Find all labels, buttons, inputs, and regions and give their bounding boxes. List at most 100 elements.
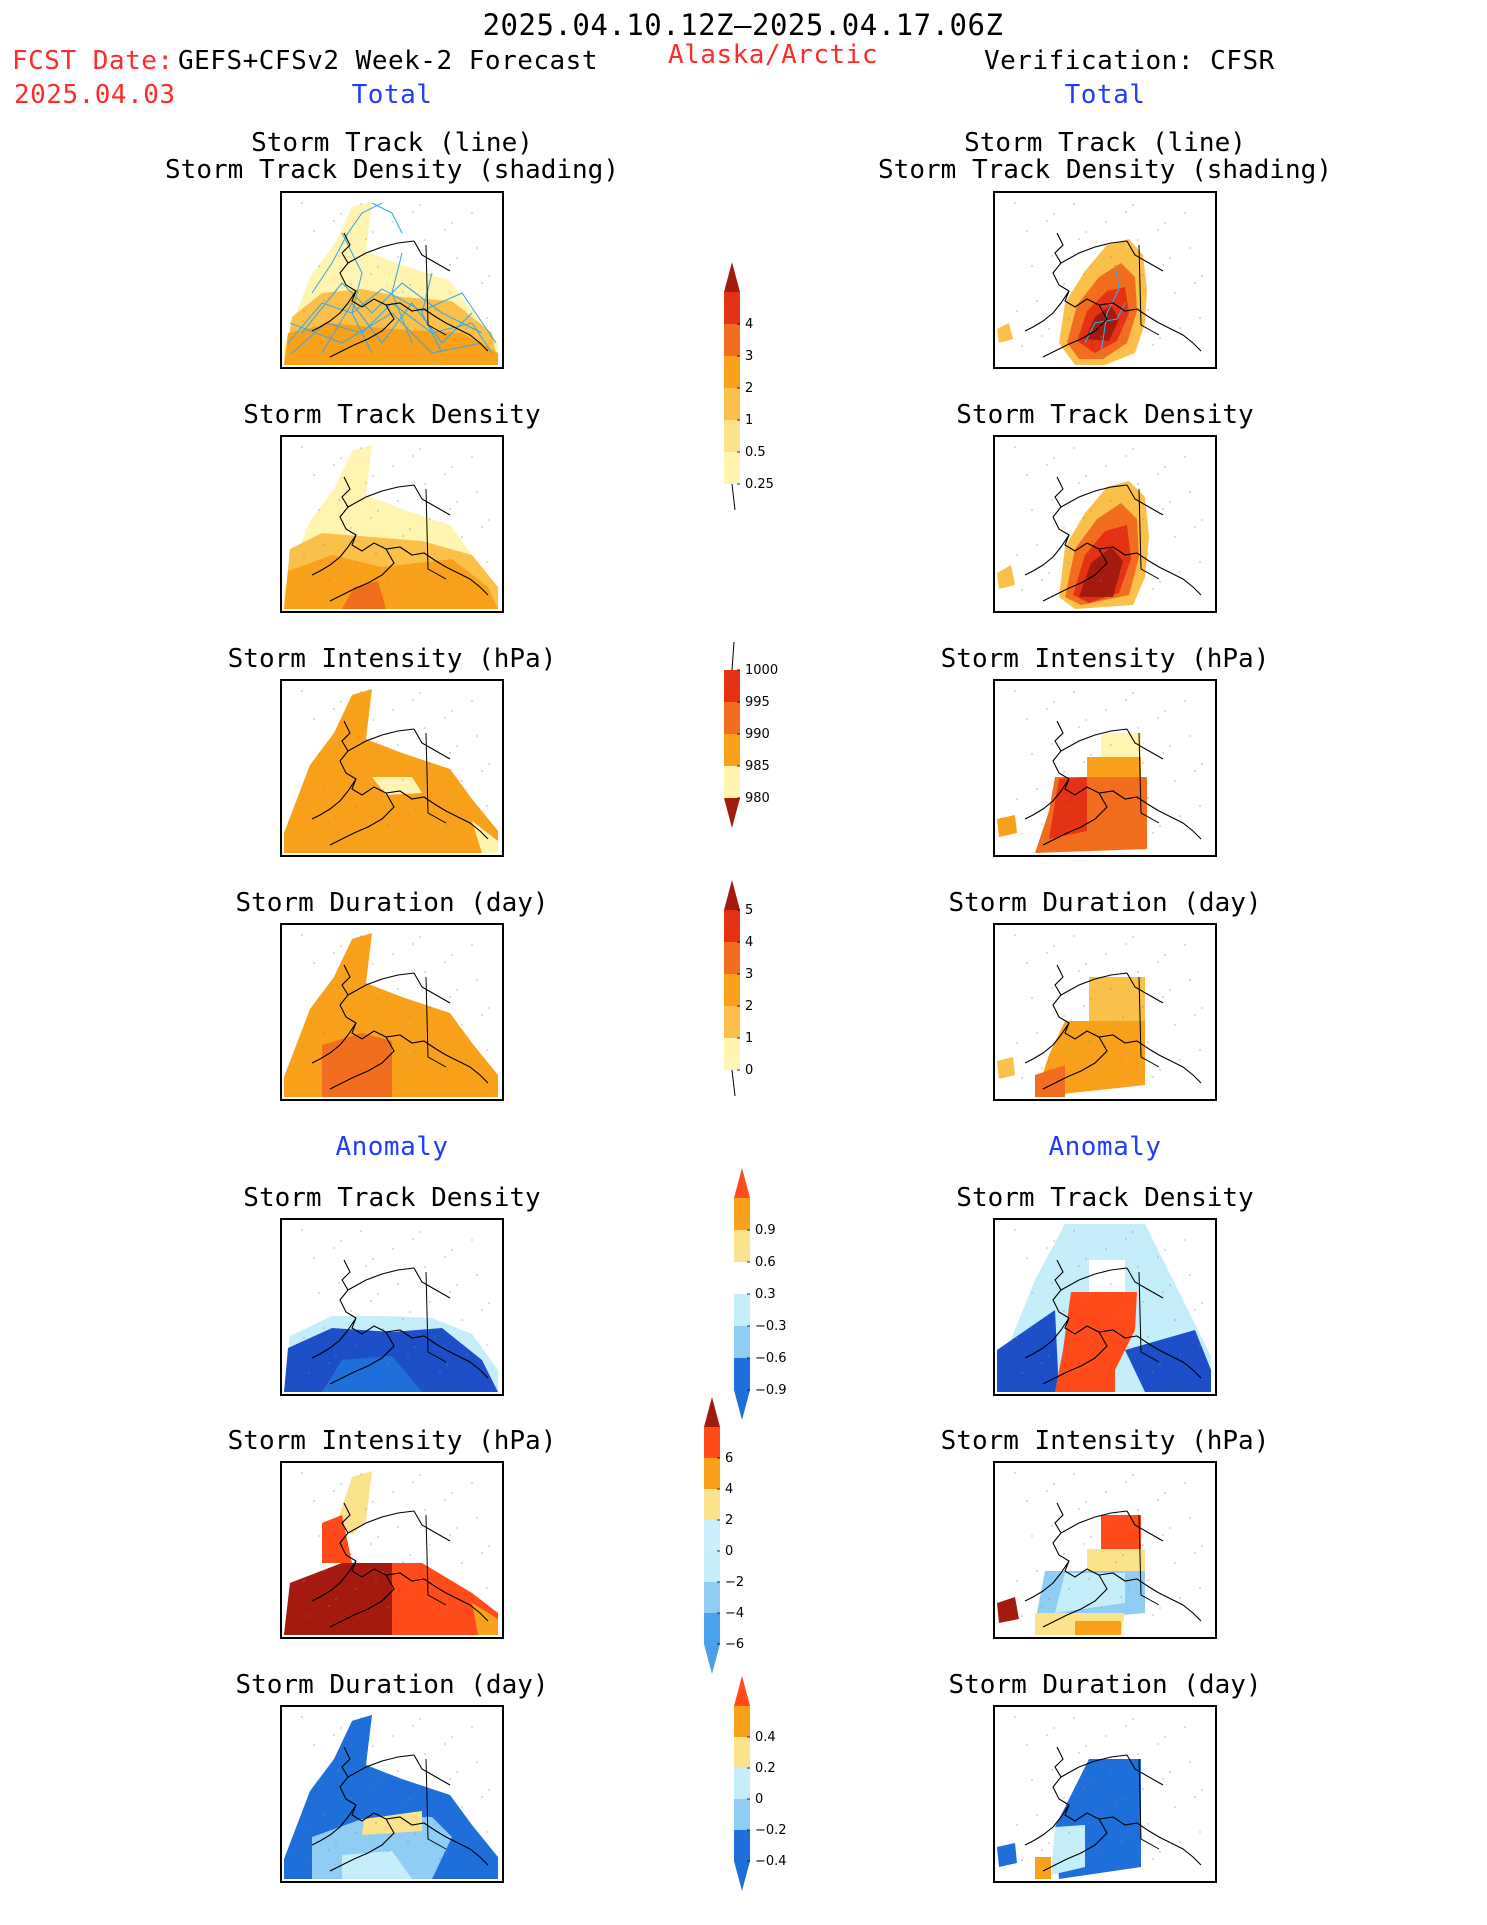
border-line xyxy=(1138,1514,1160,1606)
graticule-dot xyxy=(397,256,399,258)
graticule-dot xyxy=(318,1292,320,1294)
graticule-dot xyxy=(476,247,478,249)
graticule-dot xyxy=(365,1508,367,1510)
graticule-dot xyxy=(444,717,446,719)
graticule-dot xyxy=(1194,282,1196,284)
map-density-cfsr xyxy=(993,435,1217,613)
graticule-dot xyxy=(392,953,394,955)
graticule-dot xyxy=(1125,1725,1127,1727)
graticule-dot xyxy=(424,239,426,241)
graticule-dot xyxy=(1036,788,1038,790)
graticule-dot xyxy=(1132,204,1134,206)
graticule-dot xyxy=(444,1743,446,1745)
graticule-dot xyxy=(1036,1032,1038,1034)
graticule-dot xyxy=(333,220,335,222)
graticule-dot xyxy=(466,1354,468,1356)
graticule-dot xyxy=(1201,519,1203,521)
graticule-dot xyxy=(402,1318,404,1320)
colorbar-box xyxy=(724,766,740,798)
graticule-dot xyxy=(1095,789,1097,791)
colorbar-box xyxy=(734,1326,750,1358)
graticule-dot xyxy=(429,1544,431,1546)
graticule-dot xyxy=(1147,553,1149,555)
graticule-dot xyxy=(1137,483,1139,485)
graticule-dot xyxy=(1073,1230,1075,1232)
graticule-dot xyxy=(1095,545,1097,547)
graticule-dot xyxy=(1085,231,1087,233)
graticule-dot xyxy=(461,536,463,538)
graticule-dot xyxy=(1122,1554,1124,1556)
graticule-dot xyxy=(1078,238,1080,240)
graticule-dot xyxy=(466,1059,468,1061)
graticule-dot xyxy=(451,954,453,956)
graticule-dot xyxy=(340,457,342,459)
graticule-dot xyxy=(1169,501,1171,503)
title-density-fcst: Storm Track Density xyxy=(243,400,541,430)
title-anom-intensity-cfsr: Storm Intensity (hPa) xyxy=(940,1426,1270,1456)
colorbar-tick-label: 0 xyxy=(725,1544,733,1559)
graticule-dot xyxy=(1120,1840,1122,1842)
graticule-dot xyxy=(1051,255,1053,257)
graticule-dot xyxy=(1115,1561,1117,1563)
graticule-dot xyxy=(1110,1526,1112,1528)
graticule-dot xyxy=(1159,825,1161,827)
graticule-dot xyxy=(481,1796,483,1798)
graticule-dot xyxy=(1132,936,1134,938)
border-line xyxy=(425,244,447,336)
graticule-dot xyxy=(1031,509,1033,511)
graticule-dot xyxy=(1199,805,1201,807)
graticule-dot xyxy=(446,337,448,339)
graticule-dot xyxy=(1046,464,1048,466)
border-line xyxy=(425,732,447,824)
graticule-dot xyxy=(1053,1727,1055,1729)
graticule-dot xyxy=(1048,1842,1050,1844)
graticule-dot xyxy=(338,1769,340,1771)
map-canvas xyxy=(284,689,498,853)
graticule-dot xyxy=(456,989,458,991)
graticule-dot xyxy=(1122,772,1124,774)
graticule-dot xyxy=(407,1058,409,1060)
graticule-dot xyxy=(360,447,362,449)
graticule-dot xyxy=(429,1006,431,1008)
graticule-dot xyxy=(434,1823,436,1825)
graticule-dot xyxy=(1090,1536,1092,1538)
graticule-dot xyxy=(1051,743,1053,745)
graticule-dot xyxy=(1046,1247,1048,1249)
shade-region xyxy=(472,1603,498,1635)
graticule-dot xyxy=(323,1032,325,1034)
graticule-dot xyxy=(476,979,478,981)
graticule-dot xyxy=(434,1041,436,1043)
border-line xyxy=(1138,976,1160,1068)
graticule-dot xyxy=(328,823,330,825)
graticule-dot xyxy=(355,806,357,808)
graticule-dot xyxy=(318,997,320,999)
graticule-dot xyxy=(1073,935,1075,937)
graticule-dot xyxy=(429,274,431,276)
graticule-dot xyxy=(1078,482,1080,484)
graticule-dot xyxy=(456,1284,458,1286)
graticule-dot xyxy=(1142,762,1144,764)
shade-region xyxy=(322,1356,422,1392)
graticule-dot xyxy=(1122,284,1124,286)
graticule-dot xyxy=(402,1805,404,1807)
colorbar-tick-label: 990 xyxy=(745,727,770,742)
graticule-dot xyxy=(456,1527,458,1529)
graticule-dot xyxy=(1174,780,1176,782)
graticule-dot xyxy=(365,970,367,972)
graticule xyxy=(301,1229,490,1374)
graticule xyxy=(301,690,490,835)
graticule-dot xyxy=(1048,816,1050,818)
graticule-dot xyxy=(1157,229,1159,231)
colorbar-tick-label: 0.5 xyxy=(745,445,766,460)
graticule-dot xyxy=(1169,989,1171,991)
colorbar-tick-label: −0.9 xyxy=(755,1383,787,1398)
colorbar-tick-label: 995 xyxy=(745,695,770,710)
graticule-dot xyxy=(365,726,367,728)
graticule-dot xyxy=(424,971,426,973)
colorbar-box xyxy=(704,1489,720,1520)
graticule-dot xyxy=(1127,1833,1129,1835)
graticule-dot xyxy=(486,1049,488,1051)
graticule-dot xyxy=(360,203,362,205)
graticule-dot xyxy=(1105,221,1107,223)
graticule-dot xyxy=(365,238,367,240)
